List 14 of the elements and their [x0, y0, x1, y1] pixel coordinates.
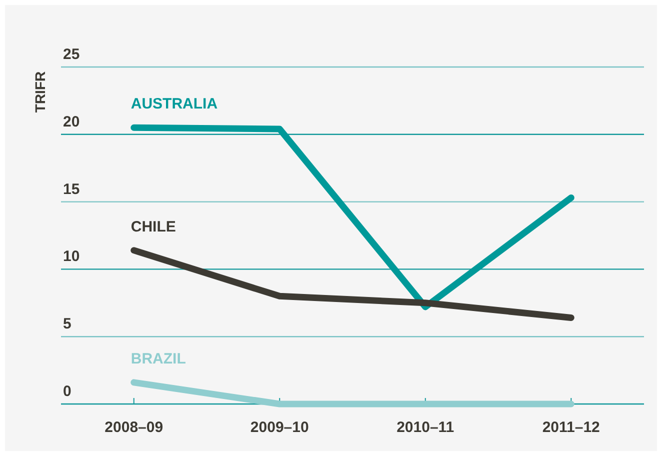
- x-tick-label: 2009–10: [250, 419, 309, 436]
- y-tick-label: 20: [63, 113, 80, 130]
- y-tick-label: 10: [63, 248, 80, 266]
- y-tick-label: 0: [63, 383, 72, 400]
- x-tick-label: 2008–09: [104, 419, 164, 436]
- series-label: AUSTRALIA: [130, 96, 218, 113]
- y-tick-label: 5: [63, 316, 72, 333]
- y-tick-label: 25: [63, 46, 80, 63]
- x-tick-label: 2010–11: [396, 419, 454, 436]
- y-tick-label: 15: [63, 180, 80, 198]
- series-label: BRAZIL: [130, 350, 186, 368]
- y-axis-title: TRIFR: [32, 71, 48, 113]
- x-tick-label: 2011–12: [542, 419, 600, 436]
- series-label: CHILE: [130, 218, 176, 236]
